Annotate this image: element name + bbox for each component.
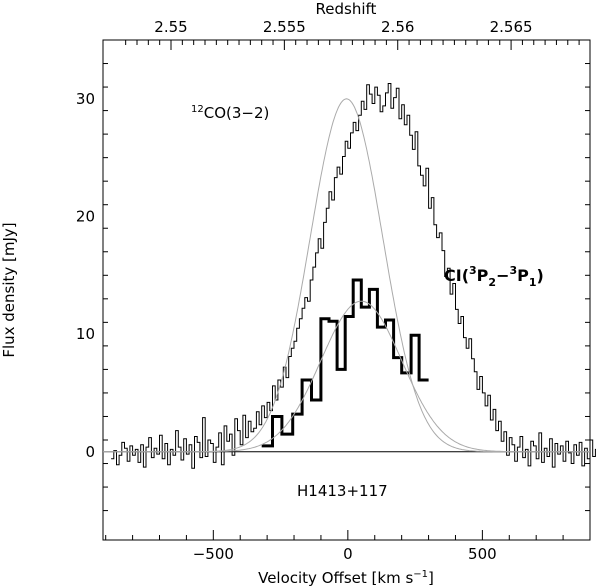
top-tick-label: 2.555 [263, 18, 306, 36]
ci-p-1: P [477, 266, 489, 285]
ci-spectrum [261, 278, 429, 448]
ci-end: ) [537, 266, 544, 285]
ci-sup-1: 3 [469, 264, 477, 277]
series-layer [103, 83, 596, 469]
top-tick-label: 2.56 [381, 18, 414, 36]
y-axis-title: Flux density [mJy] [0, 222, 18, 357]
top-axis-ticks: 2.55 2.555 2.56 2.565 [125, 18, 580, 50]
top-axis-title: Redshift [316, 0, 377, 18]
y-tick-label: 0 [85, 443, 95, 461]
y-tick-label: 10 [76, 325, 95, 343]
co-isotope-superscript: 12 [191, 104, 204, 115]
ci-sup-2: 3 [509, 264, 517, 277]
x-tick-label: 0 [343, 545, 353, 563]
fit-curve [103, 300, 590, 453]
ci-sub-2: 1 [529, 276, 537, 289]
ci-p-2: P [517, 266, 529, 285]
ci-prefix: CI( [444, 266, 469, 285]
x-axis-title-sup: −1 [413, 569, 428, 580]
top-tick-label: 2.55 [154, 18, 187, 36]
y-tick-label: 30 [76, 90, 95, 108]
plot-frame [102, 39, 591, 541]
y-tick-label: 20 [76, 207, 95, 225]
ci-line-label: CI(3P2−3P1) [444, 264, 544, 289]
x-tick-label: 500 [468, 545, 497, 563]
top-tick-label: 2.565 [490, 18, 533, 36]
x-axis-title: Velocity Offset [km s−1] [258, 569, 434, 587]
bottom-axis-ticks: −500 0 500 [105, 530, 591, 563]
left-axis-ticks: 0 10 20 30 [76, 39, 590, 512]
x-tick-label: −500 [193, 545, 234, 563]
ci-dash: − [496, 266, 509, 285]
x-axis-title-end: ] [428, 569, 434, 587]
object-name: H1413+117 [297, 482, 388, 500]
ci-sub-1: 2 [488, 276, 496, 289]
co-spectrum [111, 83, 596, 469]
x-axis-title-main: Velocity Offset [km s [258, 569, 413, 587]
co-line-label: 12CO(3−2) [191, 104, 269, 122]
co-line-name: CO(3−2) [204, 104, 270, 122]
